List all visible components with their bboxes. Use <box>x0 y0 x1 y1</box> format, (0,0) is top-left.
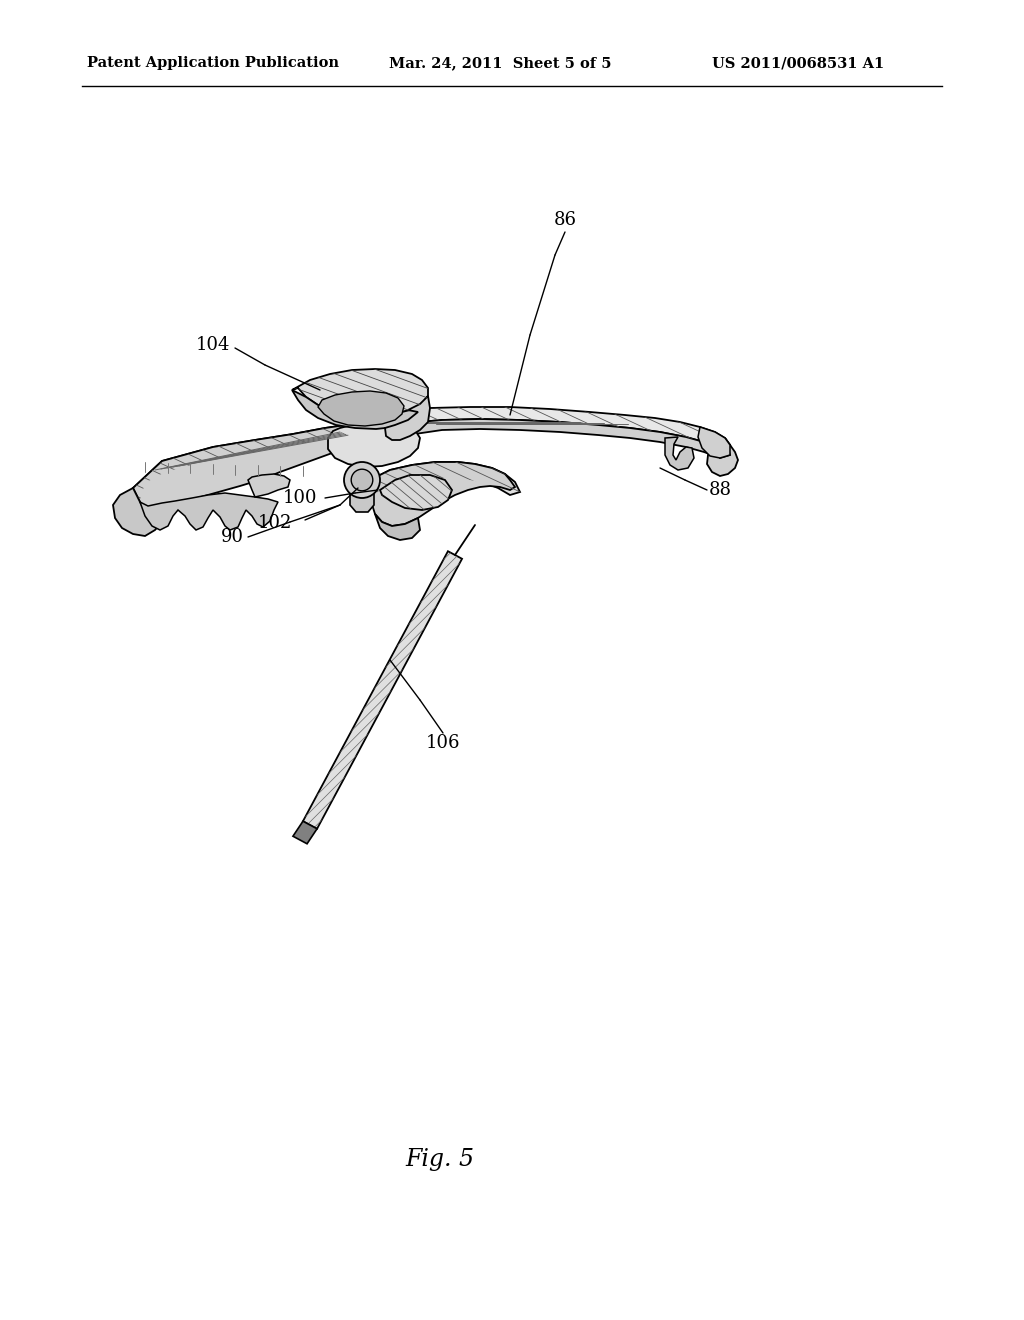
Polygon shape <box>292 370 428 416</box>
Text: 104: 104 <box>196 337 230 354</box>
Polygon shape <box>303 552 462 829</box>
Polygon shape <box>328 422 420 467</box>
Polygon shape <box>350 480 374 512</box>
Polygon shape <box>133 422 368 500</box>
Polygon shape <box>370 462 515 525</box>
Polygon shape <box>293 821 317 843</box>
Text: Patent Application Publication: Patent Application Publication <box>87 57 339 70</box>
Polygon shape <box>292 370 428 416</box>
Text: Mar. 24, 2011  Sheet 5 of 5: Mar. 24, 2011 Sheet 5 of 5 <box>389 57 611 70</box>
Text: 102: 102 <box>258 513 292 532</box>
Text: Fig. 5: Fig. 5 <box>406 1148 475 1171</box>
Polygon shape <box>140 492 278 531</box>
Text: US 2011/0068531 A1: US 2011/0068531 A1 <box>712 57 884 70</box>
Polygon shape <box>375 513 420 540</box>
Polygon shape <box>707 438 738 477</box>
Polygon shape <box>368 407 730 447</box>
Polygon shape <box>133 422 368 516</box>
Polygon shape <box>385 396 430 440</box>
Polygon shape <box>698 426 730 458</box>
Text: 100: 100 <box>283 488 317 507</box>
Polygon shape <box>380 475 452 510</box>
Polygon shape <box>303 552 462 829</box>
Text: 86: 86 <box>554 211 577 228</box>
Text: 106: 106 <box>426 734 460 752</box>
Text: 90: 90 <box>220 528 244 546</box>
Polygon shape <box>292 389 428 429</box>
Polygon shape <box>665 437 694 470</box>
Text: 88: 88 <box>709 480 731 499</box>
Polygon shape <box>318 391 404 426</box>
Polygon shape <box>370 462 520 498</box>
Polygon shape <box>133 422 368 500</box>
Circle shape <box>344 462 380 498</box>
Polygon shape <box>370 462 520 498</box>
Polygon shape <box>380 475 452 510</box>
Polygon shape <box>113 488 162 536</box>
Circle shape <box>351 469 373 491</box>
Polygon shape <box>248 474 290 498</box>
Polygon shape <box>368 407 730 447</box>
Polygon shape <box>368 418 730 458</box>
